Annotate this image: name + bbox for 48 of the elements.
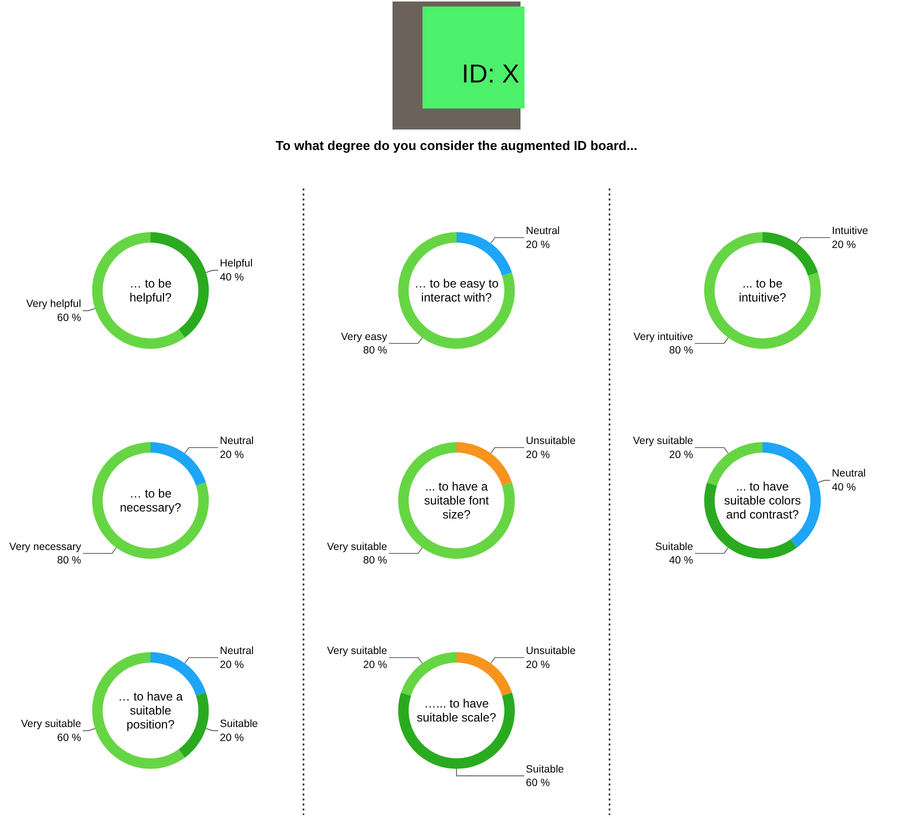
- data-label: 20 %: [220, 732, 244, 744]
- data-label: 80 %: [363, 554, 388, 567]
- data-label: 60 %: [57, 732, 82, 744]
- data-label: 80 %: [57, 554, 82, 567]
- slice-label: Unsuitable: [526, 435, 576, 448]
- slice-label: Very suitable: [326, 540, 388, 553]
- data-label: 20 %: [220, 448, 244, 461]
- data-label: 20 %: [526, 448, 550, 461]
- text: ... to have a suitable font size?: [424, 480, 490, 522]
- slice-label: Helpful: [220, 258, 253, 270]
- slice-label: Very necessary: [9, 540, 82, 553]
- slice-label: Very suitable: [326, 645, 388, 658]
- data-label: 60 %: [526, 777, 550, 789]
- text: … to have a suitable position?: [118, 690, 184, 732]
- slice-label: Very helpful: [26, 298, 82, 310]
- slice-label: Suitable: [655, 540, 694, 553]
- text: … to be easy to interact with?: [414, 276, 499, 304]
- data-label: 40 %: [220, 271, 244, 284]
- data-label: 80 %: [363, 344, 388, 357]
- text: … to be necessary?: [120, 486, 182, 514]
- slice-label: Suitable: [526, 763, 564, 776]
- data-label: 20 %: [526, 238, 550, 251]
- slice-label: Very suitable: [20, 718, 82, 730]
- slice-label: Intuitive: [832, 225, 868, 238]
- slice-label: Neutral: [220, 435, 254, 448]
- data-label: 20 %: [526, 658, 550, 671]
- text: To what degree do you consider the augmented ID board...: [276, 138, 638, 153]
- slice-label: Neutral: [526, 225, 560, 238]
- text: ... to be intuitive?: [738, 276, 787, 304]
- slice-label: Very intuitive: [634, 330, 694, 343]
- slice-label: Very easy: [340, 330, 388, 343]
- slice-label: Suitable: [220, 718, 258, 730]
- slice-label: Very suitable: [632, 435, 694, 448]
- data-label: 20 %: [832, 238, 856, 251]
- data-label: 20 %: [220, 658, 244, 671]
- text: ID: X: [462, 58, 520, 88]
- slice-label: Neutral: [832, 468, 866, 480]
- data-label: 20 %: [363, 658, 388, 671]
- data-label: 20 %: [669, 448, 694, 461]
- data-label: 40 %: [669, 554, 694, 567]
- slice-label: Unsuitable: [526, 645, 576, 658]
- data-label: 80 %: [669, 344, 694, 357]
- text: … to be helpful?: [129, 276, 172, 304]
- text: ... to have suitable colors and contrast?: [724, 480, 801, 522]
- slice-label: Neutral: [220, 645, 254, 658]
- data-label: 40 %: [832, 481, 856, 494]
- data-label: 60 %: [57, 312, 82, 324]
- text: …... to have suitable scale?: [416, 696, 497, 724]
